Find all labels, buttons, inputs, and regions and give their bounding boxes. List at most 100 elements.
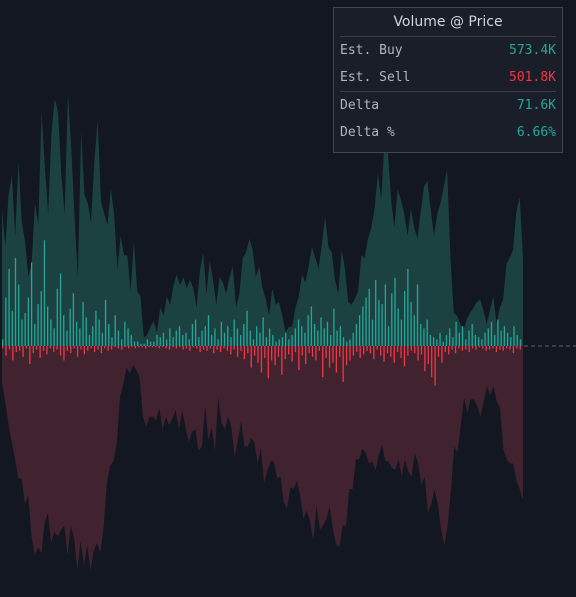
buy-volume-bar bbox=[243, 324, 245, 346]
sell-volume-bar bbox=[512, 346, 515, 354]
buy-volume-bar bbox=[34, 324, 36, 346]
sell-volume-bar bbox=[417, 346, 419, 361]
sell-volume-bar bbox=[301, 346, 303, 356]
buy-volume-bar bbox=[381, 304, 383, 346]
buy-volume-bar bbox=[490, 321, 493, 346]
sell-volume-bar bbox=[202, 346, 205, 350]
buy-volume-bar bbox=[407, 269, 409, 346]
sell-volume-bar bbox=[230, 346, 232, 355]
buy-volume-bar bbox=[365, 297, 367, 346]
buy-volume-bar bbox=[352, 332, 354, 346]
sell-volume-bar bbox=[424, 346, 426, 372]
buy-volume-bar bbox=[72, 293, 75, 346]
sell-volume-bar bbox=[403, 346, 406, 367]
buy-volume-bar bbox=[101, 332, 103, 346]
buy-volume-bar bbox=[14, 258, 17, 346]
buy-volume-bar bbox=[342, 337, 345, 346]
buy-volume-bar bbox=[452, 337, 454, 346]
sell-volume-bar bbox=[390, 346, 392, 357]
sell-volume-bar bbox=[509, 346, 511, 350]
buy-volume-bar bbox=[227, 326, 229, 346]
sell-volume-bar bbox=[56, 346, 58, 350]
buy-volume-bar bbox=[95, 310, 97, 346]
buy-volume-bar bbox=[256, 326, 258, 346]
buy-volume-bar bbox=[272, 335, 274, 346]
buy-volume-bar bbox=[294, 328, 296, 346]
buy-volume-bar bbox=[323, 328, 325, 346]
buy-volume-bar bbox=[37, 304, 39, 346]
sell-volume-bar bbox=[315, 346, 317, 361]
sell-volume-bar bbox=[284, 346, 286, 360]
sell-volume-bar bbox=[318, 346, 320, 351]
buy-volume-bar bbox=[394, 277, 396, 346]
sell-volume-bar bbox=[90, 346, 92, 349]
sell-volume-bar bbox=[499, 346, 501, 350]
buy-volume-bar bbox=[5, 297, 7, 346]
sell-volume-bar bbox=[352, 346, 355, 356]
buy-volume-bar bbox=[346, 341, 348, 346]
sell-volume-bar bbox=[32, 346, 34, 354]
sell-volume-bar bbox=[19, 346, 21, 351]
buy-volume-bar bbox=[211, 335, 213, 346]
sell-volume-bar bbox=[516, 346, 518, 349]
sell-volume-bar bbox=[46, 346, 48, 355]
sell-volume-bar bbox=[267, 346, 269, 379]
divider bbox=[340, 91, 556, 92]
buy-volume-bar bbox=[79, 328, 81, 346]
sell-volume-bar bbox=[49, 346, 51, 349]
buy-volume-bar bbox=[149, 341, 152, 346]
buy-volume-bar bbox=[185, 332, 187, 346]
buy-volume-bar bbox=[191, 324, 194, 346]
sell-volume-bar bbox=[15, 346, 17, 352]
buy-volume-bar bbox=[262, 317, 264, 346]
sell-volume-bar bbox=[100, 346, 103, 354]
buy-volume-bar bbox=[69, 308, 71, 346]
sell-volume-bar bbox=[376, 346, 378, 350]
sell-volume-bar bbox=[185, 346, 188, 349]
buy-volume-bar bbox=[30, 262, 33, 346]
sell-volume-bar bbox=[226, 346, 229, 351]
buy-volume-bar bbox=[114, 315, 116, 346]
sell-volume-bar bbox=[434, 346, 436, 386]
buy-volume-bar bbox=[230, 337, 232, 346]
sell-volume-bar bbox=[250, 346, 252, 368]
volume-at-price-panel: Volume @ Price Est. Buy 573.4K Est. Sell… bbox=[333, 7, 563, 153]
buy-volume-bar bbox=[410, 302, 412, 346]
sell-volume-bar bbox=[291, 346, 293, 362]
est-sell-label: Est. Sell bbox=[340, 70, 411, 85]
sell-volume-bar bbox=[63, 346, 65, 361]
sell-volume-bar bbox=[25, 346, 28, 349]
sell-volume-bar bbox=[53, 346, 55, 352]
sell-volume-bar bbox=[247, 346, 249, 354]
sell-volume-bar bbox=[107, 346, 109, 351]
sell-volume-bar bbox=[468, 346, 470, 352]
buy-volume-bar bbox=[249, 330, 251, 346]
buy-volume-bar bbox=[413, 315, 415, 346]
buy-volume-bar bbox=[304, 332, 306, 346]
sell-volume-bar bbox=[339, 346, 341, 357]
sell-volume-bar bbox=[36, 346, 38, 350]
buy-volume-bar bbox=[503, 326, 505, 346]
sell-volume-bar bbox=[325, 346, 327, 358]
sell-volume-bar bbox=[59, 346, 62, 356]
sell-volume-bar bbox=[495, 346, 498, 352]
buy-volume-bar bbox=[487, 328, 489, 346]
sell-volume-bar bbox=[206, 346, 208, 351]
buy-volume-bar bbox=[439, 332, 441, 346]
sell-volume-bar bbox=[29, 346, 31, 364]
sell-volume-bar bbox=[223, 346, 225, 349]
delta-percent-label: Delta % bbox=[340, 125, 395, 140]
buy-volume-bar bbox=[214, 328, 216, 346]
buy-volume-bar bbox=[432, 337, 435, 346]
sell-volume-bar bbox=[209, 346, 212, 349]
buy-volume-bar bbox=[194, 319, 197, 346]
sell-volume-bar bbox=[465, 346, 467, 350]
sell-volume-bar bbox=[260, 346, 263, 373]
buy-volume-bar bbox=[333, 308, 335, 346]
sell-volume-bar bbox=[42, 346, 45, 351]
sell-volume-bar bbox=[475, 346, 477, 350]
buy-volume-bar bbox=[461, 326, 464, 346]
buy-volume-bar bbox=[474, 335, 477, 346]
buy-volume-bar bbox=[259, 332, 261, 346]
buy-volume-bar bbox=[449, 328, 451, 346]
